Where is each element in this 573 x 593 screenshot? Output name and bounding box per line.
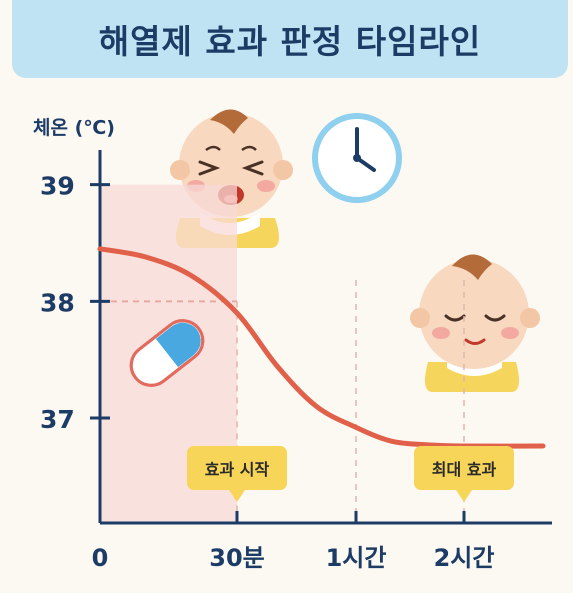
y-tick-label-38: 38 [40,288,75,317]
x-tick-label-30: 30분 [209,544,264,572]
page-title: 해열제 효과 판정 타임라인 [98,22,482,61]
annotation-peak: 최대 효과 [414,446,514,502]
y-axis-label: 체온 (℃) [33,117,115,139]
annotation-box [414,446,514,490]
pill-capsule-icon [129,319,205,387]
x-tick-label-120: 2시간 [434,544,495,572]
y-tick-label-37: 37 [40,405,75,434]
annotation-box [187,446,287,490]
annotation-onset: 효과 시작 [187,446,287,502]
sleeping-baby-icon [410,254,540,392]
x-tick-label-0: 0 [92,544,109,572]
x-tick-label-60: 1시간 [326,544,387,572]
clock-icon [312,113,402,203]
temperature-curve [97,246,546,449]
annotation-label: 최대 효과 [432,460,497,479]
annotation-pointer [456,490,472,502]
title-banner: 해열제 효과 판정 타임라인 [12,0,568,78]
annotation-label: 효과 시작 [205,460,270,479]
annotation-pointer [229,490,245,502]
y-tick-label-39: 39 [40,172,75,201]
